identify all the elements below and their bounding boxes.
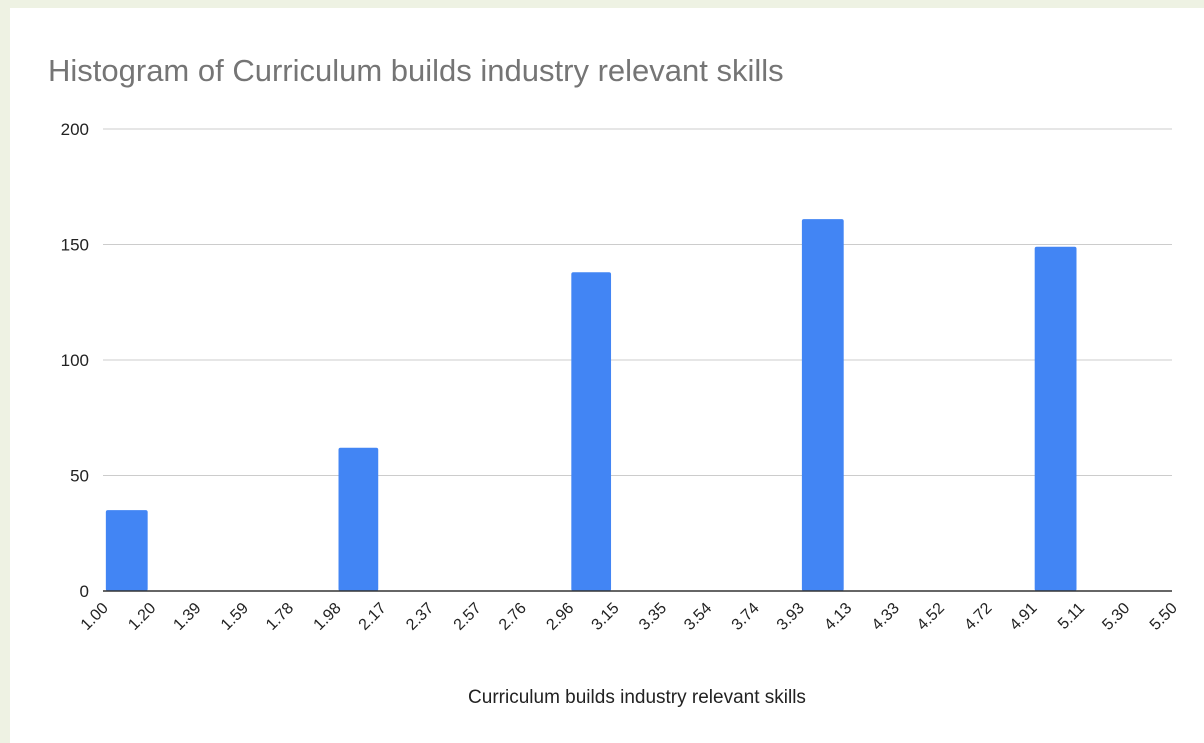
chart-title: Histogram of Curriculum builds industry … [48, 53, 784, 88]
bar [571, 272, 612, 591]
y-tick-label: 0 [80, 582, 89, 601]
y-tick-label: 100 [61, 351, 89, 370]
bar [1034, 246, 1077, 591]
y-tick-label: 150 [61, 236, 89, 255]
bar [105, 510, 148, 591]
x-axis-title: Curriculum builds industry relevant skil… [468, 687, 806, 708]
y-tick-label: 50 [70, 467, 89, 486]
y-tick-label: 200 [61, 120, 89, 139]
bar [801, 219, 844, 591]
bar [338, 447, 379, 591]
